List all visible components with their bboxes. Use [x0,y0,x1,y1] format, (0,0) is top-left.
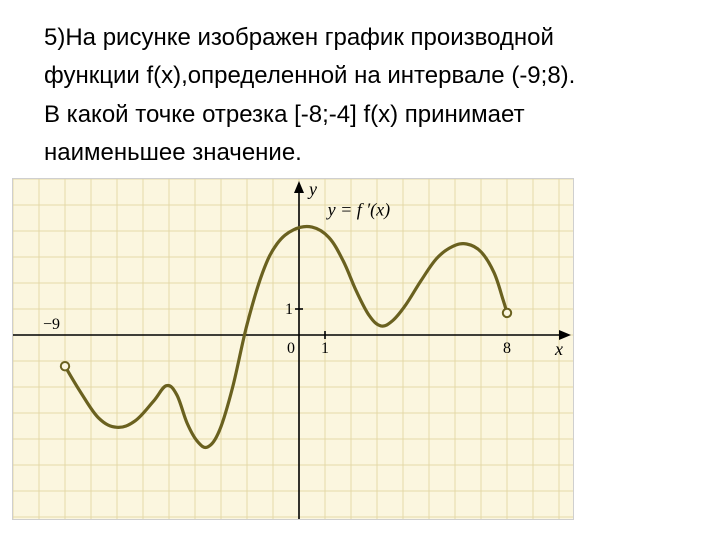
problem-line-2: функции f(x),определенной на интервале (… [44,60,682,92]
svg-text:x: x [554,339,563,359]
problem-line-1: 5)На рисунке изображен график производно… [44,22,682,54]
svg-text:y = f ′(x): y = f ′(x) [326,199,391,220]
svg-text:0: 0 [287,340,295,357]
svg-text:8: 8 [503,340,511,357]
svg-text:y: y [307,179,317,199]
derivative-chart: 0 1 1 −9 8 x y y = f ′(x) [12,178,574,520]
problem-line-4: наименьшее значение. [44,137,682,169]
svg-text:1: 1 [285,301,293,318]
svg-text:−9: −9 [43,316,60,333]
svg-text:1: 1 [321,340,329,357]
problem-text: 5)На рисунке изображен график производно… [44,22,682,170]
problem-line-3: В какой точке отрезка [-8;-4] f(x) прини… [44,99,682,131]
chart-svg: 0 1 1 −9 8 x y y = f ′(x) [13,179,573,519]
